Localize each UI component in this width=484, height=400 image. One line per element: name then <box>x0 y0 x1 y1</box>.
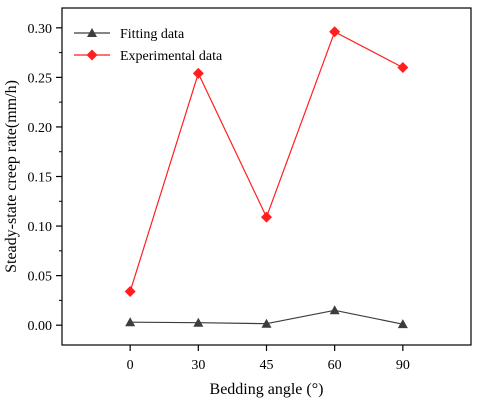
data-point-triangle <box>125 317 136 327</box>
data-point-triangle <box>261 318 272 328</box>
y-tick-label: 0.30 <box>28 22 53 37</box>
legend-label-experimental: Experimental data <box>120 49 223 64</box>
series-line <box>129 30 404 292</box>
series-layer <box>124 26 409 329</box>
series-fitting <box>125 305 408 329</box>
legend: Fitting data Experimental data <box>74 27 223 64</box>
axes: 0.00 0.05 0.10 0.15 0.20 0.25 0.30 0 30 45 60 90 <box>28 7 472 373</box>
legend-entry-fitting: Fitting data <box>74 27 185 42</box>
data-point-triangle <box>397 319 408 329</box>
y-axis-title: Steady-state creep rate(mm/h) <box>3 80 20 273</box>
x-tick-label: 60 <box>328 358 342 373</box>
data-point-diamond <box>397 61 409 73</box>
y-tick-label: 0.15 <box>28 171 53 186</box>
x-tick-label: 45 <box>260 358 274 373</box>
x-tick-label: 0 <box>127 358 134 373</box>
legend-marker-triangle <box>87 28 97 37</box>
x-tick-label: 90 <box>396 358 410 373</box>
y-tick-label: 0.05 <box>28 270 53 285</box>
data-point-triangle <box>329 305 340 315</box>
data-point-diamond <box>192 67 204 79</box>
data-point-triangle <box>193 317 204 327</box>
y-tick-label: 0.20 <box>28 121 53 136</box>
data-point-diamond <box>261 211 272 223</box>
x-tick-label: 30 <box>191 358 205 373</box>
x-axis-title: Bedding angle (°) <box>210 381 324 398</box>
series-experimental <box>124 26 409 297</box>
y-tick-label: 0.25 <box>28 71 53 86</box>
legend-marker-diamond <box>86 49 98 61</box>
legend-label-fitting: Fitting data <box>120 27 185 42</box>
legend-entry-experimental: Experimental data <box>74 49 223 64</box>
y-tick-label: 0.00 <box>28 319 53 334</box>
y-tick-label: 0.10 <box>28 220 53 235</box>
data-point-diamond <box>329 26 341 38</box>
data-point-diamond <box>124 285 136 297</box>
